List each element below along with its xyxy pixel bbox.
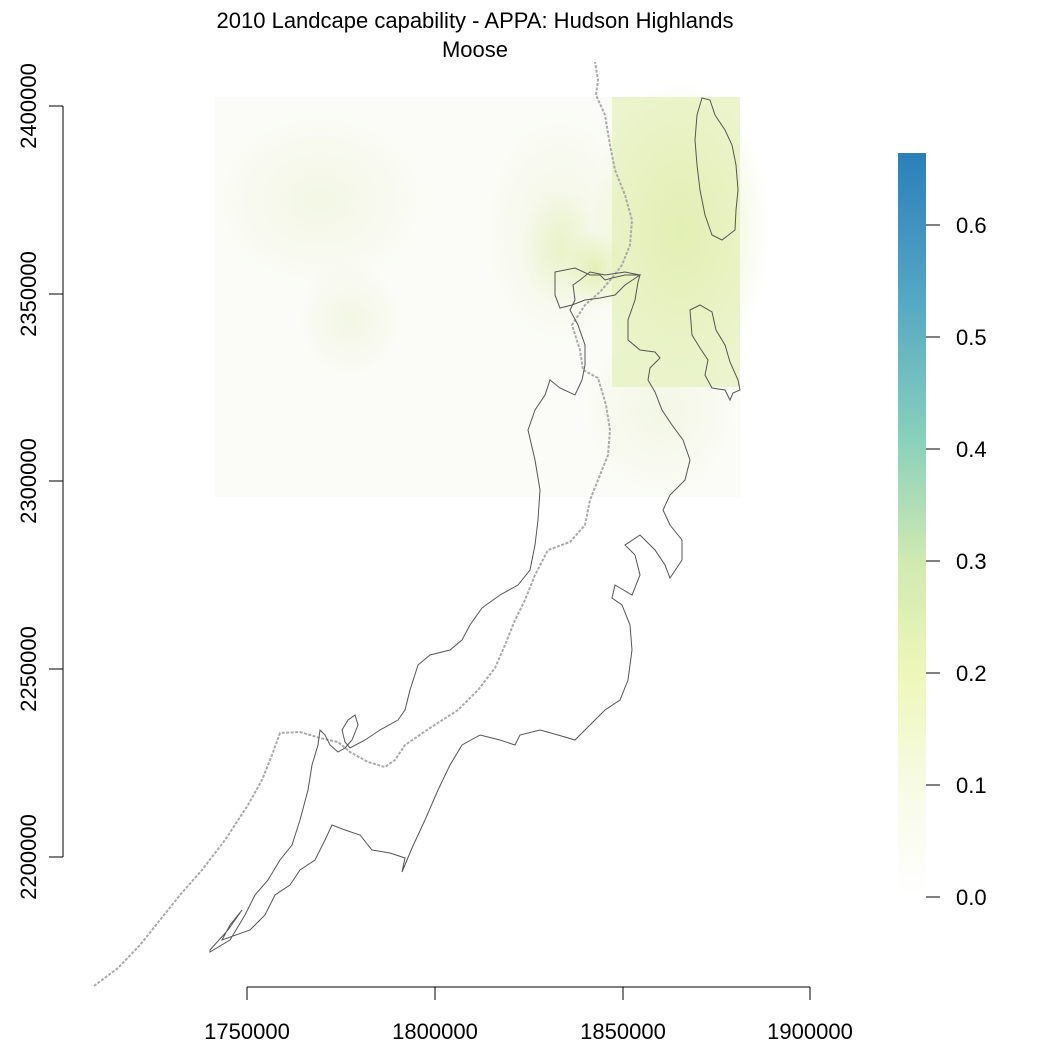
boundary-northeast-lake	[694, 97, 739, 241]
x-tick-label: 1800000	[392, 1019, 478, 1044]
raster-patch-southwest	[295, 260, 405, 380]
color-legend: 0.0 0.1 0.2 0.3 0.4 0.5 0.6	[898, 153, 987, 910]
boundary-inner-outline	[554, 267, 642, 309]
y-tick-label: 2250000	[16, 626, 41, 712]
x-axis: 1750000 1800000 1850000 1900000	[204, 986, 853, 1044]
y-tick-label: 2300000	[16, 438, 41, 524]
x-tick-label: 1850000	[580, 1019, 666, 1044]
legend-label: 0.2	[956, 661, 987, 686]
y-tick-label: 2350000	[16, 251, 41, 337]
legend-label: 0.1	[956, 773, 987, 798]
x-tick-label: 1900000	[767, 1019, 853, 1044]
legend-label: 0.6	[956, 213, 987, 238]
y-axis: 2200000 2250000 2300000 2350000 2400000	[16, 63, 64, 900]
legend-label: 0.4	[956, 437, 987, 462]
raster-patch-northeast	[590, 80, 770, 380]
map-title-line2: Moose	[441, 37, 509, 62]
map-title-line1: 2010 Landcape capability - APPA: Hudson …	[216, 8, 734, 33]
color-bar	[898, 153, 926, 897]
x-tick-label: 1750000	[204, 1019, 290, 1044]
legend-label: 0.5	[956, 325, 987, 350]
legend-label: 0.3	[956, 549, 987, 574]
raster-patch-west	[210, 110, 430, 290]
boundary-main-outline	[209, 271, 691, 953]
raster-layer	[210, 80, 770, 500]
y-tick-label: 2200000	[16, 814, 41, 900]
appalachian-trail-line	[93, 61, 634, 987]
boundary-east-lake	[689, 304, 741, 402]
legend-label: 0.0	[956, 885, 987, 910]
y-tick-label: 2400000	[16, 63, 41, 149]
raster-patch-east	[565, 230, 625, 310]
